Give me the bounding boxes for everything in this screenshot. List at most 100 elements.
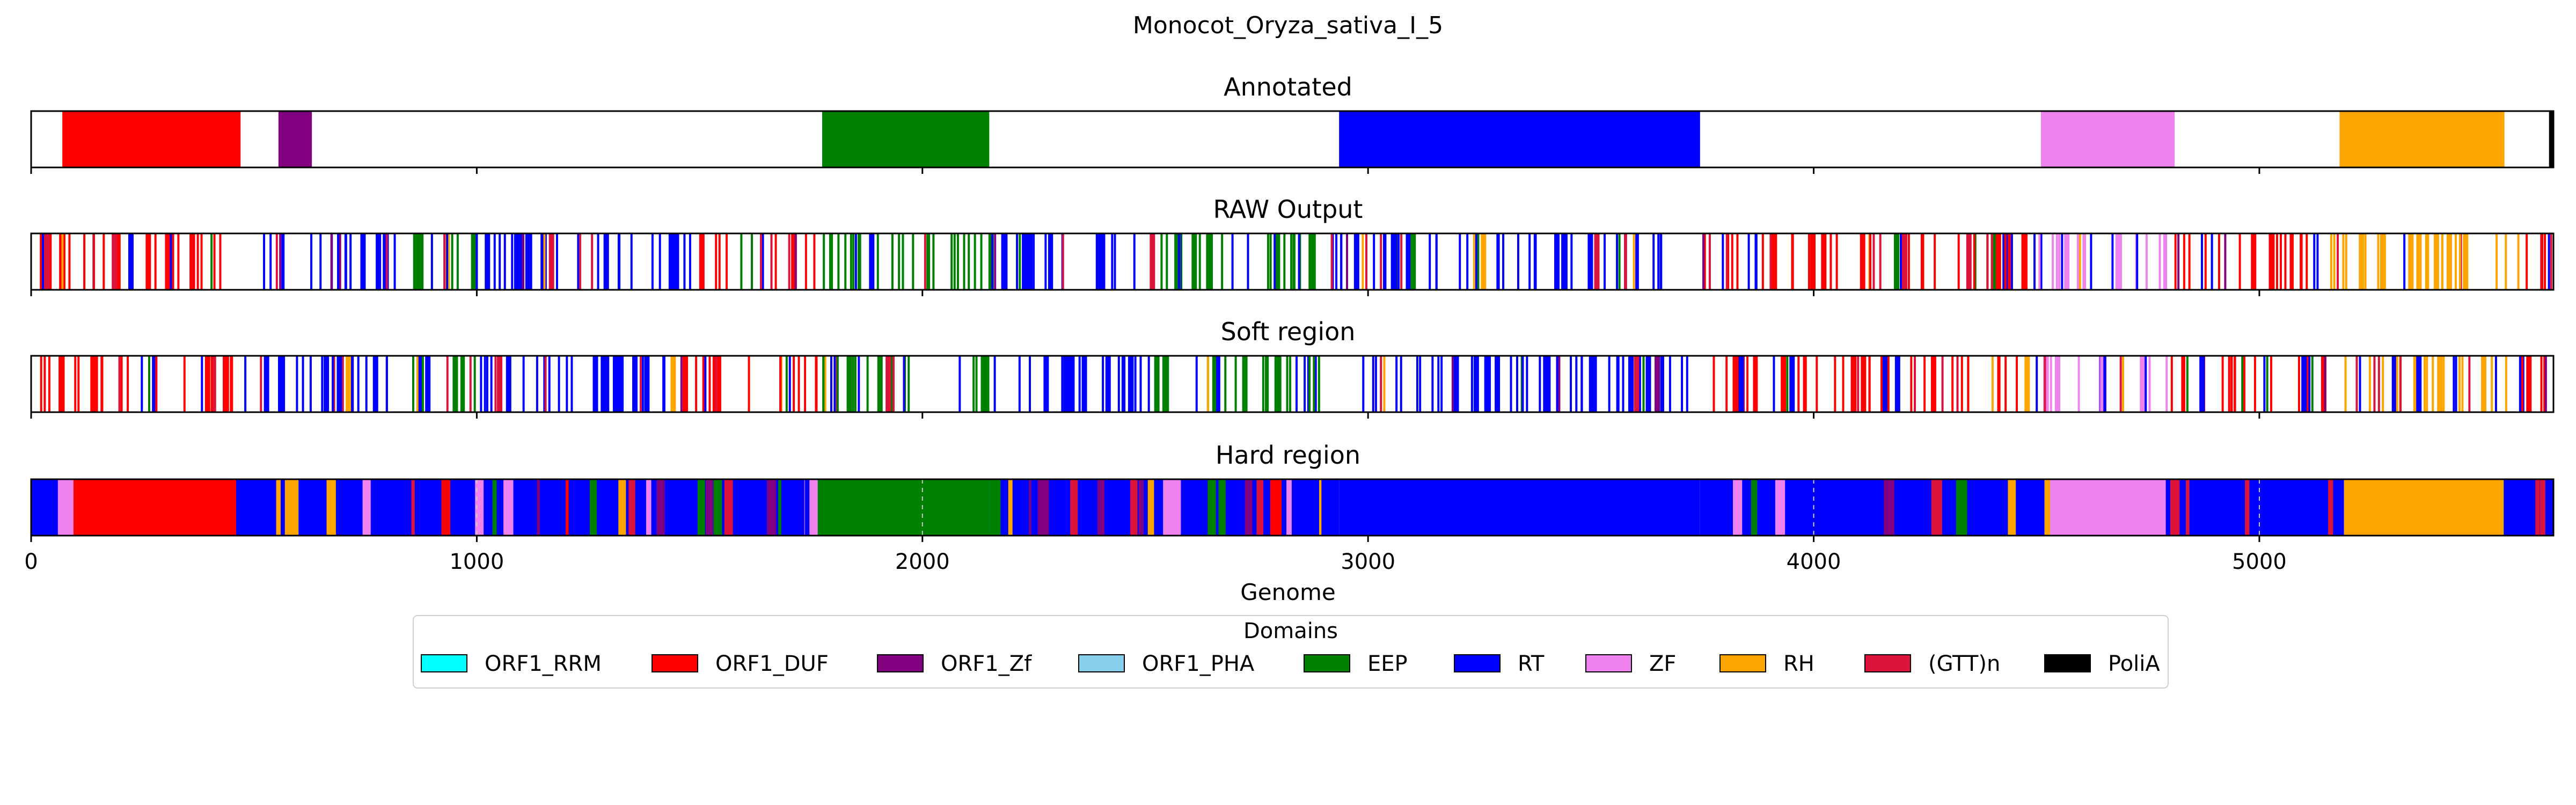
domain-hit-eep <box>1154 356 1160 412</box>
domain-hit-rh <box>2468 356 2471 412</box>
legend-item-rh: RH <box>1719 652 1814 676</box>
domain-hit <box>778 479 781 536</box>
domain-segment-eep <box>817 479 990 536</box>
domain-hit-rt <box>630 233 633 290</box>
domain-hit-rt <box>1437 356 1440 412</box>
domain-hit <box>2540 479 2545 536</box>
domain-segment-rt <box>1339 479 1700 536</box>
domain-hit-rt <box>1380 356 1382 412</box>
domain-hit-orf1-duf <box>2541 233 2544 290</box>
domain-hit-zf <box>2058 233 2061 290</box>
domain-hit-orf1-duf <box>230 356 232 412</box>
domain-hit-orf1-duf <box>1894 233 1900 290</box>
domain-hit-orf1-duf <box>1880 356 1883 412</box>
domain-hit-eep <box>850 233 852 290</box>
domain-hit <box>1070 479 1078 536</box>
domain-hit-rt <box>1095 233 1101 290</box>
domain-hit-eep <box>412 356 414 412</box>
domain-hit-orf1-duf <box>48 233 50 290</box>
domain-hit-rt <box>1636 233 1639 290</box>
domain-hit-rt <box>544 356 547 412</box>
domain-hit-orf1-duf <box>2183 356 2185 412</box>
domain-hit-rt <box>670 233 672 290</box>
domain-hit-rt <box>1451 356 1454 412</box>
domain-hit-orf1-duf <box>2181 356 2184 412</box>
domain-hit-rt <box>244 356 247 412</box>
domain-hit-eep <box>1307 356 1309 412</box>
domain-hit-orf1-duf <box>2301 356 2307 412</box>
domain-hit-orf1-duf <box>788 233 791 290</box>
domain-hit-rt <box>275 233 278 290</box>
domain-hit-orf1-duf <box>1998 356 2001 412</box>
domain-hit-rt <box>570 356 573 412</box>
domain-hit-zf <box>2055 233 2058 290</box>
domain-hit-rt <box>332 356 334 412</box>
domain-hit-rt <box>1431 356 1434 412</box>
domain-hit-rt <box>1528 233 1531 290</box>
domain-hit-rt <box>1517 233 1519 290</box>
domain-hit-eep <box>1275 233 1280 290</box>
domain-hit <box>453 479 457 536</box>
domain-hit-rt <box>577 233 580 290</box>
domain-hit <box>804 479 810 536</box>
domain-hit-orf1-duf <box>2234 356 2236 412</box>
domain-hit-orf1-duf <box>49 233 52 290</box>
domain-hit-orf1-duf <box>1997 356 2000 412</box>
domain-hit-orf1-duf <box>172 233 174 290</box>
domain-hit-rt <box>612 356 618 412</box>
domain-hit-orf1-duf <box>712 356 715 412</box>
domain-hit-zf <box>2082 233 2085 290</box>
domain-hit-rh <box>2463 233 2469 290</box>
domain-hit <box>646 479 652 536</box>
domain-hit-orf1-duf <box>779 356 782 412</box>
domain-hit-rt <box>1657 233 1660 290</box>
domain-hit-rt <box>1526 356 1528 412</box>
domain-hit-eep <box>885 356 891 412</box>
domain-hit-orf1-duf <box>2311 356 2314 412</box>
domain-hit-rt <box>558 356 560 412</box>
domain-hit-zf <box>2140 356 2146 412</box>
domain-hit-rt <box>548 356 551 412</box>
domain-hit-orf1-duf <box>2548 233 2550 290</box>
domain-hit-rt <box>1557 233 1560 290</box>
domain-hit-eep <box>446 233 449 290</box>
domain-hit-orf1-duf <box>92 233 95 290</box>
domain-hit-orf1-duf <box>715 356 718 412</box>
domain-hit-orf1-duf <box>2316 233 2319 290</box>
domain-hit-orf1-duf <box>210 356 216 412</box>
domain-hit-eep <box>1289 356 1291 412</box>
domain-hit-rt <box>680 356 683 412</box>
domain-hit-rt <box>1497 233 1500 290</box>
domain-segment-rh <box>276 479 299 536</box>
domain-segment-zf <box>1163 479 1181 536</box>
legend-item-gtt-n: (GTT)n <box>1864 652 2000 676</box>
domain-hit-rt <box>1660 356 1663 412</box>
domain-hit-orf1-duf <box>1835 233 1838 290</box>
domain-hit-rt <box>357 356 360 412</box>
domain-hit-orf1-duf <box>1860 233 1865 290</box>
track-title: Annotated <box>1224 72 1352 101</box>
domain-hit-rt <box>376 233 378 290</box>
domain-hit-orf1-duf <box>213 233 216 290</box>
domain-hit <box>1270 479 1282 536</box>
domain-hit-orf1-duf <box>43 233 49 290</box>
x-tick-label: 3000 <box>1341 550 1395 574</box>
domain-hit-orf1-duf <box>170 233 172 290</box>
domain-hit-orf1-duf <box>96 356 98 412</box>
domain-hit-rt <box>1372 356 1374 412</box>
domain-hit-rh <box>2377 356 2380 412</box>
domain-hit-orf1-duf <box>774 233 777 290</box>
domain-segment-rt <box>1700 479 2050 536</box>
domain-hit-orf1-duf <box>42 233 45 290</box>
domain-hit-orf1-duf <box>2033 233 2036 290</box>
domain-hit-orf1-duf <box>2280 233 2282 290</box>
domain-hit <box>589 479 597 536</box>
domain-hit-zf <box>2084 233 2087 290</box>
domain-segment-rt <box>1339 111 1700 167</box>
domain-hit-eep <box>877 356 883 412</box>
domain-hit-rt <box>1121 356 1124 412</box>
domain-hit-rt <box>1521 356 1524 412</box>
x-tick-label: 5000 <box>2232 550 2287 574</box>
domain-hit-orf1-duf <box>1738 356 1744 412</box>
domain-hit-orf1-duf <box>1755 233 1758 290</box>
